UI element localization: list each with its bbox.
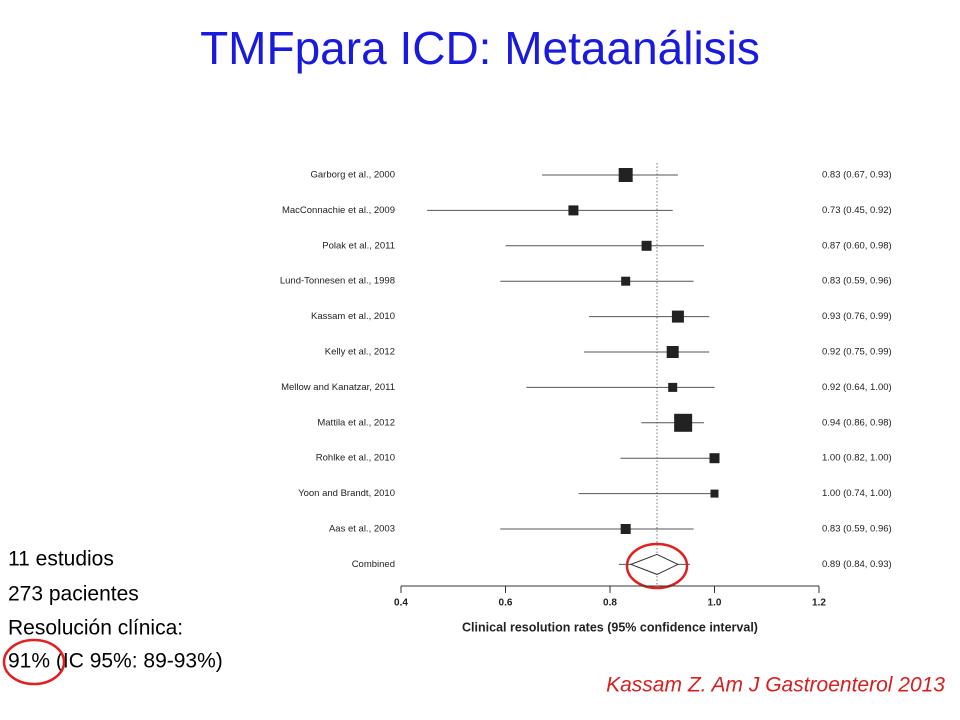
note: 91% (IC 95%: 89-93%) [8, 650, 223, 673]
estimate-box [709, 453, 720, 464]
value-label: 0.89 (0.84, 0.93) [822, 559, 892, 570]
value-label: 0.87 (0.60, 0.98) [822, 240, 892, 251]
study-label: Yoon and Brandt, 2010 [298, 488, 395, 499]
citation: Kassam Z. Am J Gastroenterol 2013 [606, 674, 945, 697]
value-label: 0.83 (0.59, 0.96) [822, 524, 892, 535]
study-label: Kassam et al., 2010 [311, 311, 395, 322]
estimate-box [710, 489, 719, 498]
combined-diamond [629, 553, 680, 575]
study-label: MacConnachie et al., 2009 [282, 205, 395, 216]
highlight-circle [625, 542, 689, 590]
study-label: Rohlke et al., 2010 [316, 453, 395, 464]
estimate-box [668, 382, 678, 392]
value-label: 0.92 (0.75, 0.99) [822, 347, 892, 358]
estimate-box [620, 524, 631, 534]
value-label: 1.00 (0.74, 1.00) [822, 488, 892, 499]
x-axis-label: Clinical resolution rates (95% confidenc… [462, 620, 758, 634]
x-tick-label: 1.0 [708, 598, 722, 609]
study-label: Mellow and Kanatzar, 2011 [281, 382, 395, 393]
study-label: Lund-Tonnesen et al., 1998 [280, 276, 395, 287]
x-tick-label: 0.4 [394, 598, 408, 609]
estimate-box [618, 168, 633, 182]
note: Resolución clínica: [8, 617, 183, 640]
estimate-box [641, 240, 652, 251]
value-label: 0.83 (0.67, 0.93) [822, 170, 892, 181]
value-label: 0.73 (0.45, 0.92) [822, 205, 892, 216]
study-label: Mattila et al., 2012 [317, 417, 395, 428]
study-label: Kelly et al., 2012 [325, 347, 395, 358]
value-label: 0.94 (0.86, 0.98) [822, 417, 892, 428]
study-label: Polak et al., 2011 [322, 240, 395, 251]
value-label: 0.83 (0.59, 0.96) [822, 276, 892, 287]
study-label: Garborg et al., 2000 [311, 170, 396, 181]
value-label: 0.93 (0.76, 0.99) [822, 311, 892, 322]
estimate-box [621, 276, 631, 286]
note: 11 estudios [8, 548, 114, 571]
study-label: Aas et al., 2003 [329, 524, 395, 535]
x-tick-label: 0.6 [499, 598, 513, 609]
study-label: Combined [352, 559, 395, 570]
highlight-circle [2, 638, 66, 686]
slide-title: TMFpara ICD: Metaanálisis [200, 22, 760, 74]
estimate-box [568, 205, 579, 216]
estimate-box [674, 413, 693, 432]
estimate-box [671, 310, 684, 323]
note: 273 pacientes [8, 583, 139, 606]
value-label: 0.92 (0.64, 1.00) [822, 382, 892, 393]
x-tick-label: 1.2 [812, 598, 826, 609]
value-label: 1.00 (0.82, 1.00) [822, 453, 892, 464]
estimate-box [666, 346, 679, 358]
x-tick-label: 0.8 [603, 598, 617, 609]
